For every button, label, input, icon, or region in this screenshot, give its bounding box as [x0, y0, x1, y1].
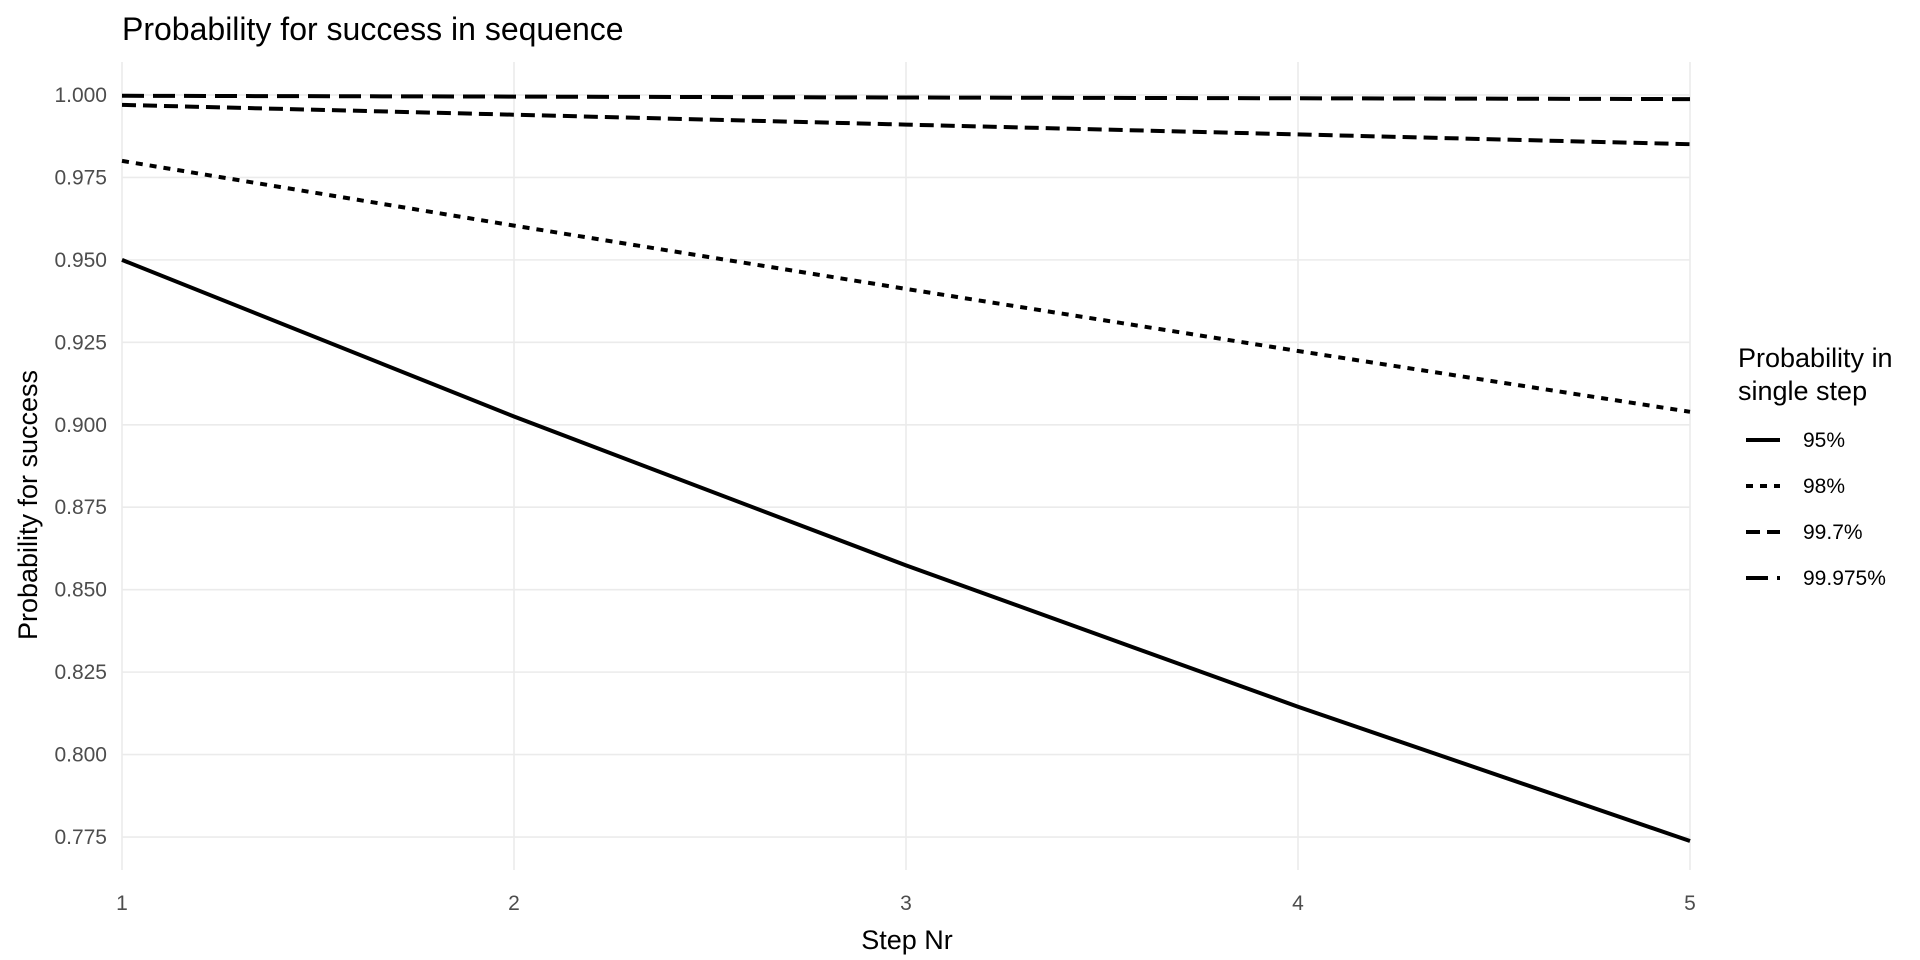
y-tick-label: 0.775	[54, 826, 107, 849]
x-tick-label: 2	[508, 892, 520, 915]
series-line	[121, 93, 1691, 102]
y-axis-title: Probability for success	[13, 370, 43, 640]
legend-label: 99.975%	[1803, 567, 1886, 590]
series-line	[121, 258, 1691, 843]
legend-label: 99.7%	[1803, 521, 1863, 544]
grid-lines	[121, 62, 1691, 870]
y-tick-label: 1.000	[54, 84, 107, 107]
y-tick-label: 0.900	[54, 414, 107, 437]
x-tick-label: 3	[900, 892, 912, 915]
series-lines	[121, 93, 1691, 843]
legend: Probability in single step 95% 98% 99.7% 99…	[1738, 343, 1893, 590]
x-tick-label: 5	[1684, 892, 1696, 915]
y-tick-label: 0.800	[54, 744, 107, 767]
legend-label: 98%	[1803, 475, 1845, 498]
y-tick-label: 0.925	[54, 331, 107, 354]
chart-title: Probability for success in sequence	[122, 11, 624, 47]
y-tick-label: 0.825	[54, 661, 107, 684]
y-tick-label: 0.950	[54, 249, 107, 272]
series-line	[121, 102, 1691, 147]
legend-title-line-1: Probability in	[1738, 343, 1893, 373]
legend-label: 95%	[1803, 429, 1845, 452]
x-axis-title: Step Nr	[861, 925, 953, 955]
tick-labels: 1 2 3 4 5 0.775 0.800 0.825 0.850 0.875 0.900 0.925…	[54, 84, 1695, 915]
y-tick-label: 0.975	[54, 166, 107, 189]
legend-title-line-2: single step	[1738, 376, 1867, 406]
y-tick-label: 0.875	[54, 496, 107, 519]
x-tick-label: 1	[116, 892, 128, 915]
legend-items: 95% 98% 99.7% 99.975%	[1746, 429, 1886, 590]
y-tick-label: 0.850	[54, 579, 107, 602]
x-tick-label: 4	[1292, 892, 1304, 915]
